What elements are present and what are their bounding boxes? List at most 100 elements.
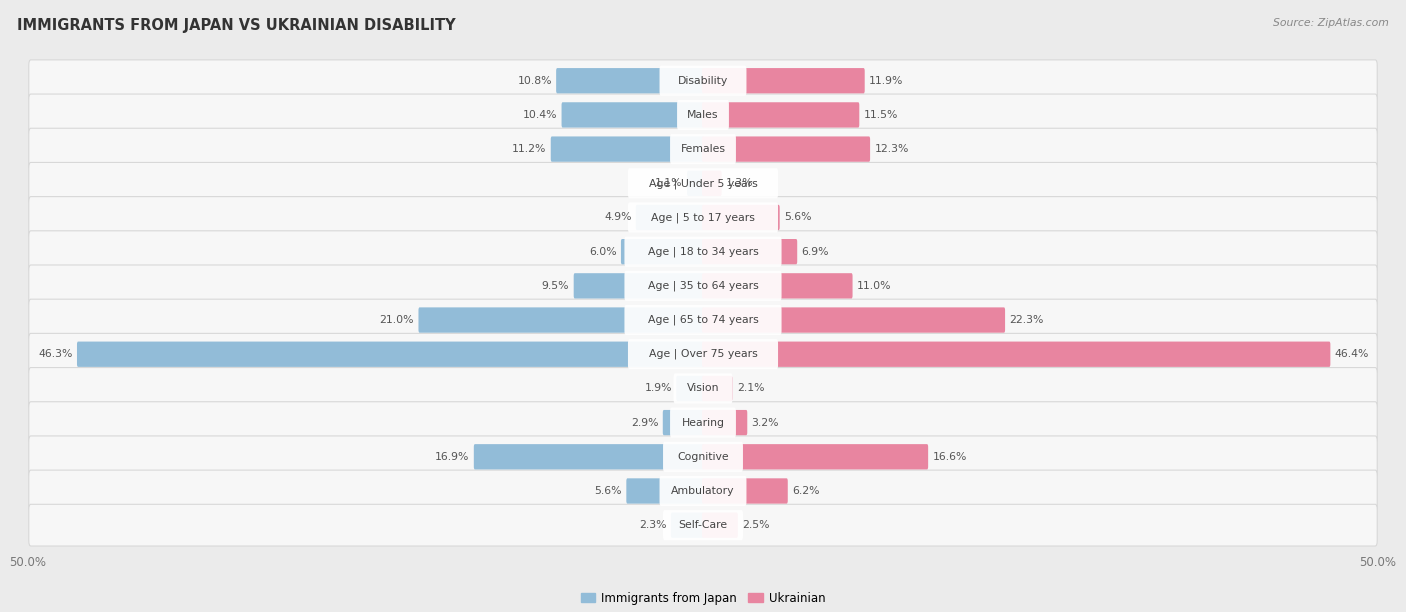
FancyBboxPatch shape <box>702 307 1005 333</box>
Text: 6.0%: 6.0% <box>589 247 617 256</box>
FancyBboxPatch shape <box>28 60 1378 102</box>
Text: 2.9%: 2.9% <box>631 417 658 428</box>
FancyBboxPatch shape <box>28 504 1378 546</box>
Text: Males: Males <box>688 110 718 120</box>
Text: IMMIGRANTS FROM JAPAN VS UKRAINIAN DISABILITY: IMMIGRANTS FROM JAPAN VS UKRAINIAN DISAB… <box>17 18 456 34</box>
Text: 2.3%: 2.3% <box>640 520 666 530</box>
FancyBboxPatch shape <box>678 100 728 130</box>
Text: Age | 18 to 34 years: Age | 18 to 34 years <box>648 247 758 257</box>
FancyBboxPatch shape <box>628 168 778 198</box>
FancyBboxPatch shape <box>636 205 704 230</box>
Text: Age | Over 75 years: Age | Over 75 years <box>648 349 758 359</box>
FancyBboxPatch shape <box>624 305 782 335</box>
FancyBboxPatch shape <box>626 479 704 504</box>
Text: 3.2%: 3.2% <box>752 417 779 428</box>
Text: 21.0%: 21.0% <box>380 315 415 325</box>
Text: 11.9%: 11.9% <box>869 76 904 86</box>
Text: 6.9%: 6.9% <box>801 247 830 256</box>
Text: Age | Under 5 years: Age | Under 5 years <box>648 178 758 188</box>
FancyBboxPatch shape <box>702 205 780 230</box>
Text: 10.4%: 10.4% <box>523 110 557 120</box>
FancyBboxPatch shape <box>419 307 704 333</box>
FancyBboxPatch shape <box>28 299 1378 341</box>
FancyBboxPatch shape <box>702 376 733 401</box>
FancyBboxPatch shape <box>702 68 865 94</box>
Text: 6.2%: 6.2% <box>792 486 820 496</box>
FancyBboxPatch shape <box>561 102 704 127</box>
Text: 46.3%: 46.3% <box>38 349 73 359</box>
FancyBboxPatch shape <box>28 94 1378 136</box>
Text: Females: Females <box>681 144 725 154</box>
FancyBboxPatch shape <box>702 171 721 196</box>
Text: 16.9%: 16.9% <box>434 452 470 462</box>
FancyBboxPatch shape <box>28 196 1378 238</box>
Text: 1.1%: 1.1% <box>655 178 683 188</box>
FancyBboxPatch shape <box>702 512 738 538</box>
FancyBboxPatch shape <box>659 476 747 506</box>
Text: 11.5%: 11.5% <box>863 110 898 120</box>
Text: Disability: Disability <box>678 76 728 86</box>
FancyBboxPatch shape <box>702 341 1330 367</box>
FancyBboxPatch shape <box>671 512 704 538</box>
FancyBboxPatch shape <box>671 408 735 438</box>
Text: 16.6%: 16.6% <box>932 452 967 462</box>
FancyBboxPatch shape <box>702 102 859 127</box>
FancyBboxPatch shape <box>628 339 778 369</box>
FancyBboxPatch shape <box>624 271 782 301</box>
Text: 5.6%: 5.6% <box>785 212 811 223</box>
FancyBboxPatch shape <box>662 410 704 435</box>
Text: 11.0%: 11.0% <box>856 281 891 291</box>
Text: 1.9%: 1.9% <box>644 383 672 394</box>
Text: 2.5%: 2.5% <box>742 520 769 530</box>
FancyBboxPatch shape <box>551 136 704 162</box>
FancyBboxPatch shape <box>702 479 787 504</box>
Text: Self-Care: Self-Care <box>679 520 727 530</box>
FancyBboxPatch shape <box>77 341 704 367</box>
Text: 1.3%: 1.3% <box>725 178 754 188</box>
FancyBboxPatch shape <box>702 273 852 299</box>
FancyBboxPatch shape <box>671 134 735 164</box>
Text: Source: ZipAtlas.com: Source: ZipAtlas.com <box>1274 18 1389 28</box>
Text: Age | 35 to 64 years: Age | 35 to 64 years <box>648 280 758 291</box>
Text: Age | 65 to 74 years: Age | 65 to 74 years <box>648 315 758 326</box>
FancyBboxPatch shape <box>28 265 1378 307</box>
Text: Hearing: Hearing <box>682 417 724 428</box>
FancyBboxPatch shape <box>624 237 782 267</box>
Legend: Immigrants from Japan, Ukrainian: Immigrants from Japan, Ukrainian <box>576 587 830 610</box>
FancyBboxPatch shape <box>664 510 742 540</box>
Text: 11.2%: 11.2% <box>512 144 547 154</box>
FancyBboxPatch shape <box>28 129 1378 170</box>
FancyBboxPatch shape <box>702 239 797 264</box>
FancyBboxPatch shape <box>474 444 704 469</box>
FancyBboxPatch shape <box>574 273 704 299</box>
Text: Cognitive: Cognitive <box>678 452 728 462</box>
FancyBboxPatch shape <box>621 239 704 264</box>
Text: 2.1%: 2.1% <box>737 383 765 394</box>
Text: 22.3%: 22.3% <box>1010 315 1043 325</box>
FancyBboxPatch shape <box>673 373 733 403</box>
Text: 4.9%: 4.9% <box>605 212 631 223</box>
FancyBboxPatch shape <box>28 436 1378 477</box>
Text: 10.8%: 10.8% <box>517 76 551 86</box>
FancyBboxPatch shape <box>702 444 928 469</box>
FancyBboxPatch shape <box>557 68 704 94</box>
Text: 5.6%: 5.6% <box>595 486 621 496</box>
FancyBboxPatch shape <box>28 162 1378 204</box>
Text: 46.4%: 46.4% <box>1334 349 1369 359</box>
Text: Vision: Vision <box>686 383 720 394</box>
FancyBboxPatch shape <box>659 65 747 95</box>
FancyBboxPatch shape <box>702 410 747 435</box>
Text: Age | 5 to 17 years: Age | 5 to 17 years <box>651 212 755 223</box>
FancyBboxPatch shape <box>28 334 1378 375</box>
FancyBboxPatch shape <box>28 401 1378 444</box>
FancyBboxPatch shape <box>628 203 778 233</box>
FancyBboxPatch shape <box>28 470 1378 512</box>
FancyBboxPatch shape <box>676 376 704 401</box>
Text: Ambulatory: Ambulatory <box>671 486 735 496</box>
Text: 12.3%: 12.3% <box>875 144 908 154</box>
FancyBboxPatch shape <box>28 231 1378 272</box>
FancyBboxPatch shape <box>664 442 742 472</box>
Text: 9.5%: 9.5% <box>541 281 569 291</box>
FancyBboxPatch shape <box>28 368 1378 409</box>
FancyBboxPatch shape <box>702 136 870 162</box>
